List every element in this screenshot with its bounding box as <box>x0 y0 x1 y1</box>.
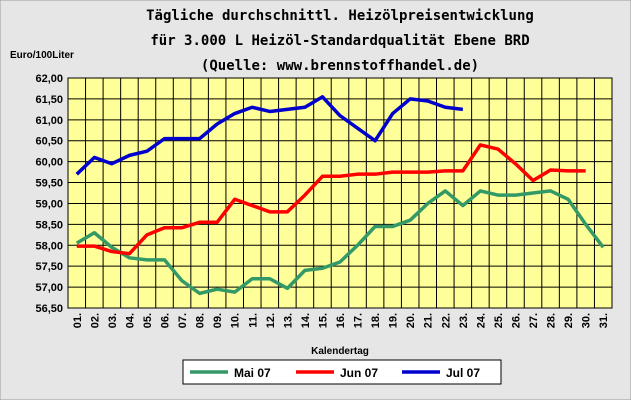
x-tick-label: 25. <box>493 313 505 328</box>
x-tick-label: 15. <box>317 313 329 328</box>
x-tick-label: 19. <box>388 313 400 328</box>
legend-label: Jun 07 <box>340 366 378 380</box>
x-tick-label: 13. <box>282 313 294 328</box>
x-tick-label: 05. <box>142 313 154 328</box>
x-tick-label: 24. <box>475 313 487 328</box>
chart-title: für 3.000 L Heizöl-Standardqualität Eben… <box>150 33 529 49</box>
x-tick-label: 22. <box>440 313 452 328</box>
x-tick-label: 03. <box>107 313 119 328</box>
x-tick-label: 27. <box>528 313 540 328</box>
y-tick-label: 60,50 <box>35 136 63 148</box>
y-axis-label: Euro/100Liter <box>10 50 74 61</box>
y-tick-label: 62,00 <box>35 73 63 85</box>
legend-label: Jul 07 <box>446 366 480 380</box>
x-tick-label: 20. <box>405 313 417 328</box>
x-tick-label: 11. <box>247 313 259 328</box>
x-tick-label: 23. <box>458 313 470 328</box>
y-tick-label: 58,00 <box>35 240 63 252</box>
y-tick-label: 59,50 <box>35 178 63 190</box>
x-tick-label: 12. <box>265 313 277 328</box>
chart-title: Tägliche durchschnittl. Heizölpreisentwi… <box>146 8 534 24</box>
x-tick-label: 01. <box>72 313 84 328</box>
x-tick-label: 29. <box>563 313 575 328</box>
x-tick-label: 09. <box>212 313 224 328</box>
y-tick-label: 59,00 <box>35 198 63 210</box>
x-tick-label: 08. <box>195 313 207 328</box>
x-tick-label: 14. <box>300 313 312 328</box>
x-tick-label: 18. <box>370 313 382 328</box>
legend-label: Mai 07 <box>234 366 271 380</box>
y-tick-label: 61,00 <box>35 115 63 127</box>
legend-box <box>182 359 502 385</box>
x-tick-label: 10. <box>230 313 242 328</box>
y-tick-label: 56,50 <box>35 303 63 315</box>
x-axis-label: Kalendertag <box>311 346 369 357</box>
x-tick-label: 28. <box>546 313 558 328</box>
series-line <box>75 95 464 176</box>
y-tick-label: 61,50 <box>35 94 63 106</box>
x-tick-label: 26. <box>510 313 522 328</box>
y-tick-label: 57,50 <box>35 261 63 273</box>
x-tick-label: 16. <box>335 313 347 328</box>
y-tick-label: 60,00 <box>35 157 63 169</box>
x-tick-label: 07. <box>177 313 189 328</box>
y-tick-label: 57,00 <box>35 282 63 294</box>
chart-title: (Quelle: www.brennstoffhandel.de) <box>201 58 479 74</box>
x-tick-label: 21. <box>423 313 435 328</box>
x-tick-label: 31. <box>598 313 610 328</box>
series-line <box>76 143 586 256</box>
y-tick-label: 58,50 <box>35 219 63 231</box>
x-tick-label: 30. <box>581 313 593 328</box>
x-tick-label: 17. <box>353 313 365 328</box>
x-tick-label: 04. <box>124 313 136 328</box>
series-line <box>75 189 605 296</box>
x-tick-label: 06. <box>160 313 172 328</box>
x-tick-label: 02. <box>89 313 101 328</box>
